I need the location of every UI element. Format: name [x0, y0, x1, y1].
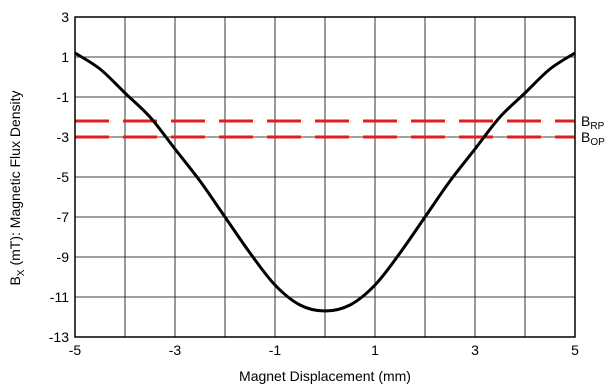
y-tick-label: -13	[49, 329, 69, 345]
y-tick-label: 1	[61, 49, 69, 65]
plot-frame	[74, 16, 576, 338]
y-tick-label: -9	[57, 249, 70, 265]
x-tick-labels: -5 -3 -1 1 3 5	[69, 342, 579, 358]
x-axis-title: Magnet Displacement (mm)	[239, 368, 411, 384]
threshold-label-op: BOP	[581, 129, 605, 148]
x-tick-label: 3	[471, 342, 479, 358]
x-tick-label: 5	[571, 342, 579, 358]
y-tick-label: 3	[61, 9, 69, 25]
y-axis-title: BX (mT): Magnetic Flux Density	[7, 90, 27, 285]
grid-lines	[74, 16, 576, 338]
y-tick-labels: 3 1 -1 -3 -5 -7 -9 -11 -13	[49, 9, 69, 345]
y-tick-label: -11	[50, 289, 69, 305]
series-line-0	[74, 51, 576, 313]
y-tick-label: -7	[57, 209, 70, 225]
y-tick-label: -3	[57, 129, 70, 145]
x-tick-label: -5	[69, 342, 82, 358]
x-tick-label: -3	[169, 342, 182, 358]
y-tick-label: -5	[57, 169, 70, 185]
x-tick-label: 1	[371, 342, 379, 358]
threshold-label-rp: BRP	[581, 113, 605, 132]
reference-lines	[75, 119, 575, 139]
series-layer	[74, 51, 576, 313]
y-axis-symbol-sub: X	[16, 269, 27, 276]
y-axis-symbol: B	[7, 276, 23, 285]
x-tick-label: -1	[269, 342, 282, 358]
y-axis-label: (mT): Magnetic Flux Density	[7, 90, 23, 265]
y-tick-label: -1	[57, 89, 70, 105]
